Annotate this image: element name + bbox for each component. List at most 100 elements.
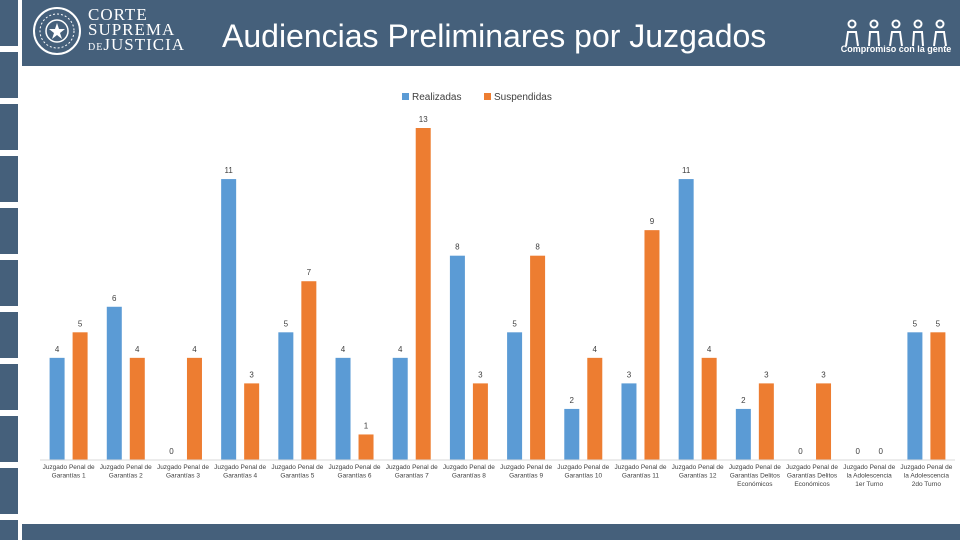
stripe-block xyxy=(0,520,18,540)
data-label-suspendidas-10: 4 xyxy=(593,345,598,354)
bar-realizadas-16 xyxy=(907,332,923,460)
data-label-suspendidas-15: 0 xyxy=(878,447,883,456)
bar-suspendidas-12 xyxy=(701,357,717,460)
chart-bars xyxy=(49,128,946,461)
bar-realizadas-13 xyxy=(735,408,751,460)
stripe-block xyxy=(0,468,18,514)
bar-suspendidas-7 xyxy=(415,128,431,460)
x-tick-label-11: Juzgado Penal de Garantías 11 xyxy=(614,464,666,480)
x-tick-label-4: Juzgado Penal de Garantías 4 xyxy=(214,464,266,480)
bar-suspendidas-6 xyxy=(358,434,374,460)
data-label-suspendidas-9: 8 xyxy=(535,243,540,252)
x-tick-label-13: Juzgado Penal de Garantías Delitos Económi… xyxy=(729,464,781,488)
data-label-realizadas-7: 4 xyxy=(398,345,403,354)
court-seal-icon xyxy=(33,7,81,55)
bar-suspendidas-9 xyxy=(530,255,546,460)
data-label-suspendidas-11: 9 xyxy=(650,217,655,226)
bar-realizadas-2 xyxy=(106,306,122,460)
data-label-suspendidas-6: 1 xyxy=(364,421,369,430)
legend-label-realizadas: Realizadas xyxy=(412,92,461,103)
chart-data-labels: 4 6 0 11 5 4 4 8 5 2 3 11 2 0 0 5 5 4 4 3 7 1 13 3 8 4 9 4 3 3 0 5 xyxy=(55,115,941,456)
footer-bar xyxy=(22,524,960,540)
data-label-realizadas-4: 11 xyxy=(225,166,234,175)
stripe-block xyxy=(0,52,18,98)
bar-suspendidas-1 xyxy=(72,332,88,460)
data-label-realizadas-2: 6 xyxy=(112,294,117,303)
data-label-suspendidas-12: 4 xyxy=(707,345,712,354)
data-label-realizadas-12: 11 xyxy=(682,166,691,175)
data-label-suspendidas-14: 3 xyxy=(821,370,826,379)
x-tick-labels: Juzgado Penal de Garantías 1 Juzgado Penal… xyxy=(43,464,953,488)
bar-suspendidas-11 xyxy=(644,230,660,460)
chart-legend: Realizadas Suspendidas xyxy=(402,92,552,103)
data-label-suspendidas-2: 4 xyxy=(135,345,140,354)
bar-suspendidas-10 xyxy=(587,357,603,460)
bar-realizadas-5 xyxy=(278,332,294,460)
bar-chart: Realizadas Suspendidas 4 6 0 11 5 4 4 8 5 2 3 11 2 0 0 5… xyxy=(40,92,955,488)
bar-suspendidas-5 xyxy=(301,281,317,460)
data-label-realizadas-15: 0 xyxy=(855,447,860,456)
legend-label-suspendidas: Suspendidas xyxy=(494,92,552,103)
bar-realizadas-8 xyxy=(449,255,465,460)
bar-suspendidas-3 xyxy=(186,357,202,460)
stripe-block xyxy=(0,416,18,462)
bar-suspendidas-4 xyxy=(244,383,260,460)
x-tick-label-2: Juzgado Penal de Garantías 2 xyxy=(100,464,152,480)
bar-realizadas-10 xyxy=(564,408,580,460)
data-label-realizadas-14: 0 xyxy=(798,447,803,456)
data-label-realizadas-13: 2 xyxy=(741,396,746,405)
data-label-realizadas-6: 4 xyxy=(341,345,346,354)
x-tick-label-16: Juzgado Penal de la Adolescencia 2do Turno xyxy=(900,464,952,488)
org-name: CORTE SUPREMA DEJUSTICIA xyxy=(88,5,208,55)
bar-realizadas-6 xyxy=(335,357,351,460)
slogan: Compromiso con la gente xyxy=(840,44,952,54)
data-label-suspendidas-7: 13 xyxy=(419,115,428,124)
data-label-suspendidas-4: 3 xyxy=(249,370,254,379)
bar-suspendidas-14 xyxy=(816,383,832,460)
x-tick-label-5: Juzgado Penal de Garantías 5 xyxy=(271,464,323,480)
x-tick-label-8: Juzgado Penal de Garantías 8 xyxy=(443,464,495,480)
data-label-realizadas-5: 5 xyxy=(284,319,289,328)
x-tick-label-14: Juzgado Penal de Garantías Delitos Económi… xyxy=(786,464,838,488)
data-label-realizadas-10: 2 xyxy=(570,396,575,405)
x-tick-label-7: Juzgado Penal de Garantías 7 xyxy=(386,464,438,480)
bar-suspendidas-8 xyxy=(472,383,488,460)
people-logo-icon xyxy=(845,19,947,47)
header-bar xyxy=(22,0,960,66)
data-label-suspendidas-16: 5 xyxy=(936,319,941,328)
x-tick-label-15: Juzgado Penal de la Adolescencia 1er Turno xyxy=(843,464,895,488)
bar-realizadas-11 xyxy=(621,383,637,460)
bar-suspendidas-2 xyxy=(129,357,145,460)
x-tick-label-3: Juzgado Penal de Garantías 3 xyxy=(157,464,209,480)
stripe-block xyxy=(0,364,18,410)
data-label-realizadas-16: 5 xyxy=(913,319,918,328)
stripe-block xyxy=(0,156,18,202)
org-name-line1: CORTE xyxy=(88,5,148,24)
legend-swatch-suspendidas xyxy=(484,93,491,100)
x-tick-label-9: Juzgado Penal de Garantías 9 xyxy=(500,464,552,480)
org-name-prefix: DE xyxy=(88,42,104,53)
stripe-block xyxy=(0,312,18,358)
bar-realizadas-4 xyxy=(221,179,237,461)
bar-realizadas-12 xyxy=(678,179,694,461)
stripe-block xyxy=(0,0,18,46)
x-tick-label-12: Juzgado Penal de Garantías 12 xyxy=(672,464,724,480)
data-label-realizadas-9: 5 xyxy=(512,319,517,328)
org-name-line2: SUPREMA xyxy=(88,20,176,39)
bar-realizadas-9 xyxy=(507,332,523,460)
data-label-suspendidas-5: 7 xyxy=(307,268,312,277)
bar-realizadas-1 xyxy=(49,357,65,460)
data-label-suspendidas-3: 4 xyxy=(192,345,197,354)
x-tick-label-1: Juzgado Penal de Garantías 1 xyxy=(43,464,95,480)
stripe-block xyxy=(0,260,18,306)
bar-suspendidas-16 xyxy=(930,332,946,460)
x-tick-label-10: Juzgado Penal de Garantías 10 xyxy=(557,464,609,480)
data-label-realizadas-11: 3 xyxy=(627,370,632,379)
data-label-realizadas-1: 4 xyxy=(55,345,60,354)
stripe-block xyxy=(0,208,18,254)
data-label-suspendidas-13: 3 xyxy=(764,370,769,379)
bar-suspendidas-13 xyxy=(758,383,774,460)
org-name-line3: JUSTICIA xyxy=(103,35,186,54)
bar-realizadas-7 xyxy=(392,357,408,460)
data-label-suspendidas-1: 5 xyxy=(78,319,83,328)
